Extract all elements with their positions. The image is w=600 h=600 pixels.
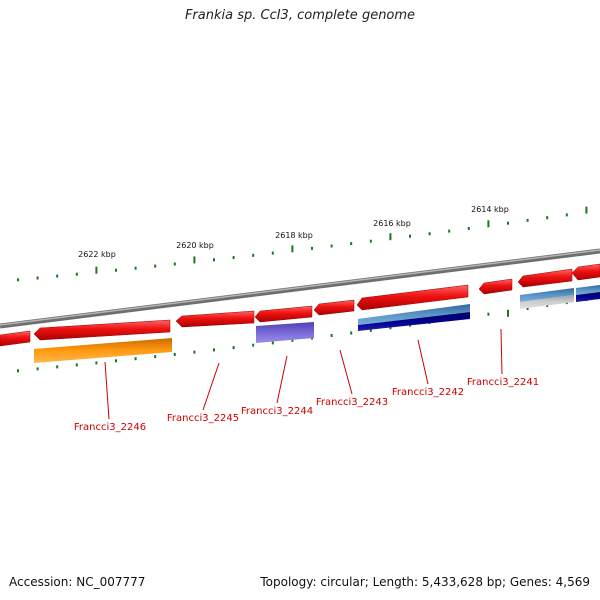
minor-tick xyxy=(291,338,294,342)
minor-tick xyxy=(36,276,39,280)
scale-label-2618: 2618 kbp xyxy=(275,231,313,240)
cds-arrow xyxy=(33,319,171,341)
scale-label-2622: 2622 kbp xyxy=(78,250,116,259)
feature-bar-navy xyxy=(576,292,600,302)
gene-label-francci3-2246: Francci3_2246 xyxy=(74,422,146,433)
label-leaders xyxy=(104,328,503,420)
minor-tick xyxy=(252,253,255,257)
scale-label-2614: 2614 kbp xyxy=(471,205,509,214)
minor-tick xyxy=(154,264,157,268)
major-tick xyxy=(507,309,509,317)
minor-tick xyxy=(56,274,59,278)
minor-tick xyxy=(409,234,411,238)
scale-label-2620: 2620 kbp xyxy=(176,241,214,250)
minor-tick xyxy=(546,216,549,220)
feature-bar-orange xyxy=(34,338,172,363)
cds-arrow xyxy=(313,299,355,316)
minor-tick xyxy=(213,348,215,352)
feature-bar-silver xyxy=(520,295,574,309)
scale-label-2616: 2616 kbp xyxy=(373,219,411,228)
accession-text: Accession: NC_007777 xyxy=(9,575,146,589)
minor-tick xyxy=(271,341,274,345)
map-title: Frankia sp. CcI3, complete genome xyxy=(184,8,416,23)
minor-tick xyxy=(173,352,176,356)
major-tick xyxy=(95,266,98,274)
gene-label-francci3-2244: Francci3_2244 xyxy=(241,406,313,417)
leader-line xyxy=(500,328,503,375)
minor-tick xyxy=(507,221,509,225)
major-tick xyxy=(193,256,196,264)
minor-tick xyxy=(232,256,235,260)
leader-line xyxy=(202,362,220,411)
minor-tick xyxy=(134,266,137,270)
cds-track xyxy=(0,263,600,347)
minor-tick xyxy=(487,312,490,316)
minor-tick xyxy=(36,367,39,371)
minor-tick xyxy=(271,251,274,255)
feature-bar-navy xyxy=(358,312,470,331)
major-tick xyxy=(389,233,392,241)
gene-label-francci3-2245: Francci3_2245 xyxy=(167,413,239,424)
minor-tick xyxy=(173,262,176,266)
minor-tick xyxy=(75,363,78,367)
leader-line xyxy=(339,349,353,395)
major-tick xyxy=(487,220,490,228)
minor-tick xyxy=(350,242,353,246)
minor-tick xyxy=(369,239,372,243)
minor-tick xyxy=(95,361,98,365)
minor-tick xyxy=(134,357,137,361)
feature-track xyxy=(34,285,600,363)
gene-label-francci3-2242: Francci3_2242 xyxy=(392,387,464,398)
cds-arrow xyxy=(517,268,573,288)
gene-label-francci3-2241: Francci3_2241 xyxy=(467,377,539,388)
scale-ticks-upper xyxy=(17,206,588,282)
genome-summary-text: Topology: circular; Length: 5,433,628 bp… xyxy=(260,575,590,589)
minor-tick xyxy=(428,232,431,236)
genome-backbone-highlight xyxy=(0,249,600,326)
cds-arrow xyxy=(571,263,600,281)
cds-arrow xyxy=(175,310,255,328)
minor-tick xyxy=(350,331,353,335)
major-tick xyxy=(585,206,588,214)
minor-tick xyxy=(154,355,157,359)
minor-tick xyxy=(115,359,117,363)
minor-tick xyxy=(330,334,333,337)
feature-bar-steelblue xyxy=(520,288,574,302)
minor-tick xyxy=(526,307,529,310)
minor-tick xyxy=(17,369,19,373)
minor-tick xyxy=(565,213,568,217)
minor-tick xyxy=(546,304,549,307)
minor-tick xyxy=(115,268,117,272)
minor-tick xyxy=(467,227,470,230)
minor-tick xyxy=(526,218,529,222)
cds-arrow xyxy=(478,278,513,295)
minor-tick xyxy=(213,258,215,262)
feature-bar-steelblue xyxy=(576,285,600,295)
minor-tick xyxy=(369,328,372,332)
gene-label-francci3-2243: Francci3_2243 xyxy=(316,397,388,408)
feature-bar-purple xyxy=(256,322,314,343)
cds-arrow xyxy=(356,284,469,311)
minor-tick xyxy=(330,244,333,248)
minor-tick xyxy=(193,350,196,354)
feature-bar-steelblue xyxy=(358,304,470,325)
minor-tick xyxy=(389,326,392,330)
minor-tick xyxy=(232,346,235,350)
minor-tick xyxy=(252,343,255,347)
leader-line xyxy=(276,355,288,404)
major-tick xyxy=(291,245,294,253)
minor-tick xyxy=(448,229,451,233)
minor-tick xyxy=(56,365,59,369)
minor-tick xyxy=(311,246,313,250)
leader-line xyxy=(104,361,110,420)
cds-arrow xyxy=(0,330,31,347)
leader-line xyxy=(417,339,429,385)
minor-tick xyxy=(17,278,19,282)
cds-arrow xyxy=(254,305,313,323)
minor-tick xyxy=(75,272,78,276)
